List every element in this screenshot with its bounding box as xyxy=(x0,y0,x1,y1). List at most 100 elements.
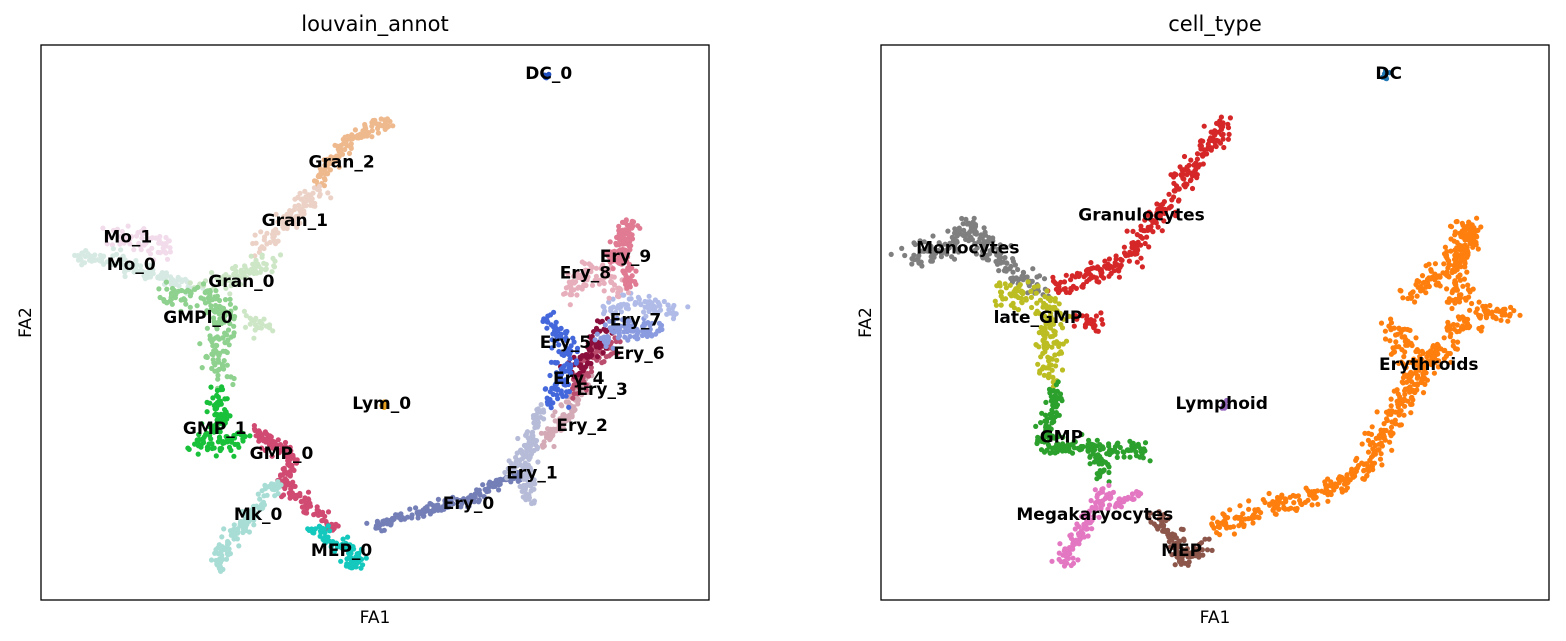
scatter-point xyxy=(289,465,295,471)
scatter-point xyxy=(237,281,244,287)
scatter-point xyxy=(269,269,275,275)
scatter-point xyxy=(1156,210,1162,216)
scatter-point xyxy=(1424,276,1431,282)
scatter-point xyxy=(575,391,581,397)
scatter-point xyxy=(163,299,170,306)
scatter-point xyxy=(261,237,267,243)
scatter-point xyxy=(192,286,198,292)
scatter-point xyxy=(95,257,101,263)
scatter-point xyxy=(1465,282,1471,288)
scatter-point xyxy=(541,416,547,422)
scatter-point xyxy=(1128,251,1134,257)
scatter-point xyxy=(587,345,593,351)
scatter-point xyxy=(1402,391,1408,397)
scatter-point xyxy=(1437,283,1443,289)
scatter-point xyxy=(1423,290,1429,296)
scatter-point xyxy=(1076,273,1082,279)
scatter-point xyxy=(947,240,953,246)
scatter-point xyxy=(1227,507,1233,513)
scatter-point xyxy=(520,494,526,500)
scatter-point xyxy=(1042,335,1048,341)
scatter-point xyxy=(1494,306,1500,312)
scatter-point xyxy=(1054,357,1060,363)
scatter-point xyxy=(661,298,667,305)
scatter-point xyxy=(1206,536,1212,542)
scatter-point xyxy=(986,235,992,241)
scatter-point xyxy=(1431,370,1437,376)
scatter-point xyxy=(1173,546,1179,552)
scatter-point xyxy=(227,291,233,297)
scatter-point xyxy=(1432,271,1438,277)
scatter-point xyxy=(369,134,375,140)
scatter-point xyxy=(1069,273,1075,279)
scatter-point xyxy=(1226,131,1232,137)
scatter-point xyxy=(1099,489,1105,495)
scatter-point xyxy=(567,356,573,362)
scatter-point xyxy=(275,437,281,443)
scatter-point xyxy=(214,342,220,349)
scatter-point xyxy=(618,260,625,266)
scatter-point xyxy=(319,518,325,524)
scatter-point xyxy=(1221,512,1227,518)
scatter-point xyxy=(607,239,613,245)
scatter-point xyxy=(1052,394,1059,401)
scatter-point xyxy=(1043,317,1049,324)
scatter-point xyxy=(1208,135,1214,141)
scatter-point xyxy=(233,271,239,277)
scatter-point xyxy=(610,345,616,351)
scatter-point xyxy=(1196,541,1203,547)
scatter-point xyxy=(454,496,460,503)
scatter-point xyxy=(1156,516,1162,522)
scatter-point xyxy=(542,430,548,436)
scatter-point xyxy=(208,384,214,390)
scatter-point xyxy=(316,523,322,529)
scatter-point xyxy=(212,406,218,412)
scatter-point xyxy=(645,320,651,326)
scatter-point xyxy=(1058,279,1064,285)
scatter-point xyxy=(1019,273,1025,279)
scatter-point xyxy=(951,256,958,262)
scatter-point xyxy=(1038,354,1044,360)
scatter-point xyxy=(1450,338,1456,344)
scatter-point xyxy=(1046,431,1053,437)
scatter-point xyxy=(216,366,222,372)
scatter-point xyxy=(1445,319,1451,325)
scatter-point xyxy=(670,316,677,322)
scatter-point xyxy=(1454,346,1460,352)
scatter-point xyxy=(1446,299,1452,305)
scatter-point xyxy=(548,322,554,328)
scatter-point xyxy=(1371,447,1377,454)
scatter-point xyxy=(589,282,596,288)
scatter-point xyxy=(646,329,652,336)
scatter-point xyxy=(1377,456,1384,462)
scatter-point xyxy=(1246,506,1252,512)
scatter-point xyxy=(471,499,477,505)
louvain-annot-panel: louvain_annot DC_0 Gran_2 Gran_1 Mo_1 Mo_0 Gr… xyxy=(16,12,710,628)
scatter-point xyxy=(994,283,1000,289)
scatter-point xyxy=(1214,137,1220,143)
scatter-point xyxy=(211,360,217,366)
scatter-point xyxy=(134,233,140,239)
scatter-point xyxy=(642,298,648,305)
scatter-point xyxy=(602,322,608,328)
scatter-point xyxy=(1056,550,1062,556)
scatter-point xyxy=(304,510,310,516)
cluster-label: Ery_0 xyxy=(443,494,495,514)
scatter-point xyxy=(628,317,635,323)
scatter-point xyxy=(1025,279,1031,285)
scatter-point xyxy=(552,409,558,415)
scatter-point xyxy=(246,517,252,523)
cluster-label: MEP xyxy=(1161,541,1202,561)
scatter-point xyxy=(465,495,471,501)
scatter-point xyxy=(1307,492,1313,498)
scatter-point xyxy=(1052,450,1058,456)
scatter-point xyxy=(1068,277,1074,283)
scatter-point xyxy=(1313,494,1319,500)
scatter-point xyxy=(1386,70,1393,76)
scatter-point xyxy=(1034,300,1040,306)
scatter-point xyxy=(685,304,691,310)
scatter-point xyxy=(1416,348,1422,355)
scatter-point xyxy=(311,530,317,536)
scatter-point xyxy=(1048,295,1054,301)
scatter-point xyxy=(542,386,548,392)
